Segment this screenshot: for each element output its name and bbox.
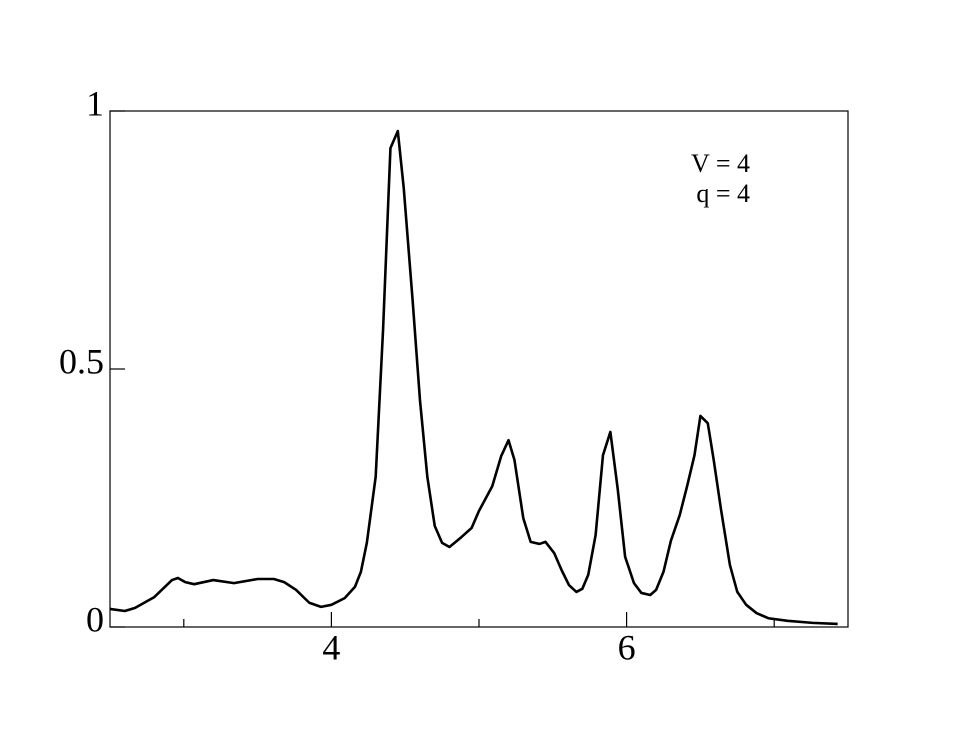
y-tick-label: 1 (86, 83, 104, 123)
data-line (109, 129, 838, 626)
x-tick-label: 4 (322, 627, 340, 667)
y-tick-label: 0.5 (59, 341, 104, 381)
annotation: q = 4 (696, 179, 750, 208)
y-tick-label: 0 (86, 599, 104, 639)
x-tick-label: 6 (618, 627, 636, 667)
annotation: V = 4 (691, 149, 750, 178)
